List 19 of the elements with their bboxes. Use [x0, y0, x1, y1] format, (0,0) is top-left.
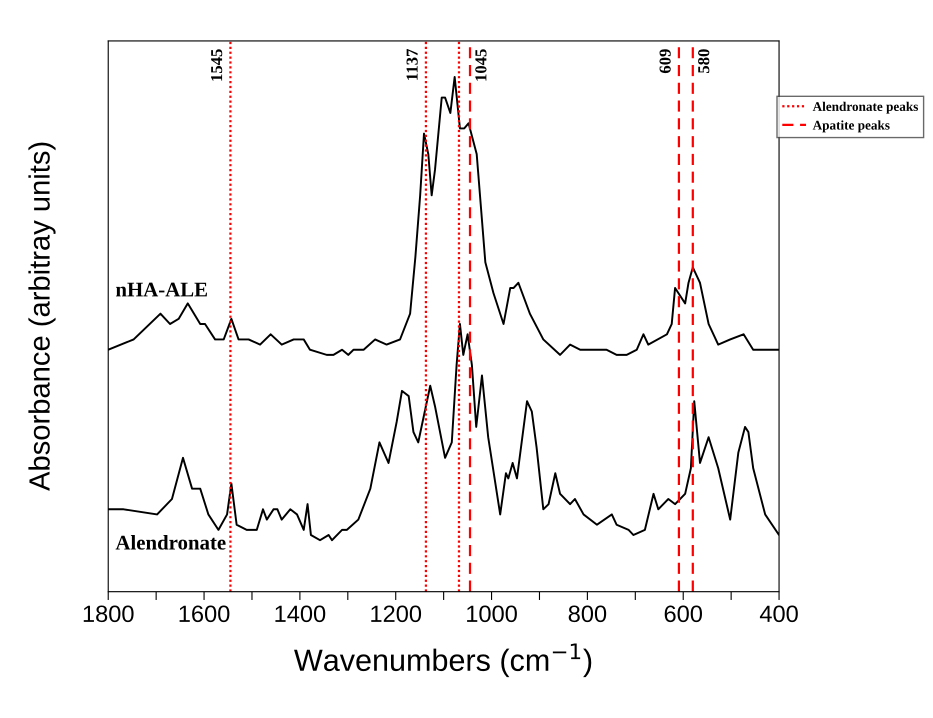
- series-label: Alendronate: [116, 535, 226, 550]
- text: Alendronate peaks: [812, 102, 918, 114]
- x-tick-label: 1400: [275, 605, 326, 622]
- x-tick-label: 1800: [84, 605, 134, 622]
- ref-line-label: 1045: [475, 49, 487, 81]
- ref-line-label: 580: [698, 49, 710, 73]
- y-axis-title: Absorbance (arbitray units): [28, 142, 56, 491]
- ref-line-label: 609: [659, 49, 671, 74]
- series-label: nHA-ALE: [116, 282, 207, 296]
- ref-line-label: 1137: [406, 49, 418, 80]
- text: Apatite peaks: [812, 120, 890, 132]
- x-tick-label: 400: [760, 605, 798, 622]
- x-tick-label: 1000: [467, 605, 517, 622]
- x-axis-title: Wavenumbers (cm$^{−1}$): [294, 644, 592, 678]
- x-tick-label: 1200: [371, 605, 422, 622]
- x-tick-label: 1600: [180, 605, 230, 622]
- x-tick-label: 800: [568, 605, 606, 622]
- ref-line-label: 1545: [211, 49, 222, 81]
- x-tick-label: 600: [664, 605, 702, 622]
